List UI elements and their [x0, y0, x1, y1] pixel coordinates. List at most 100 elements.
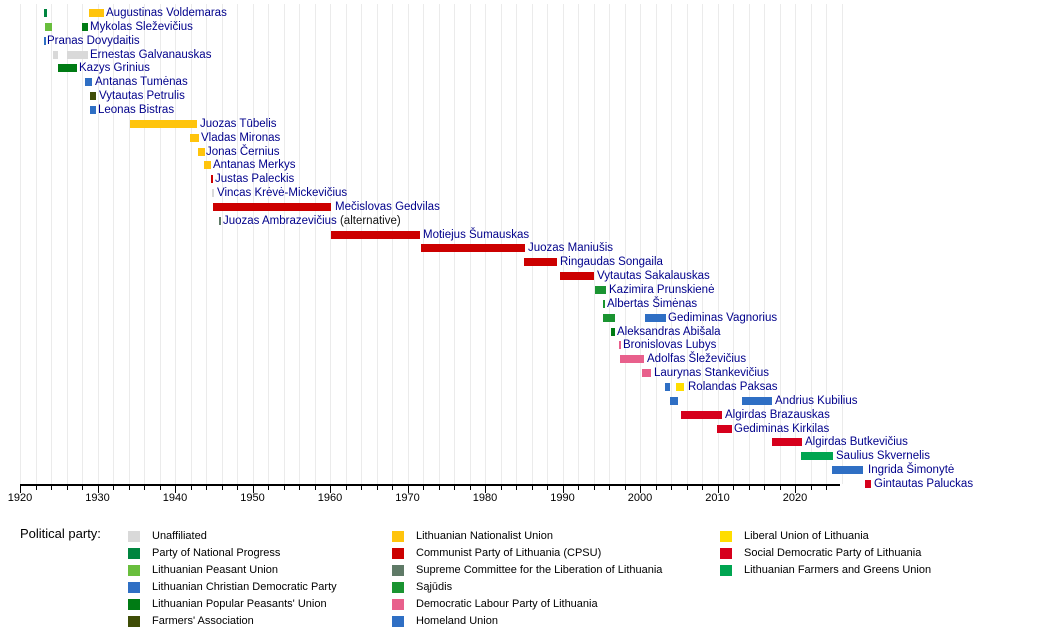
- timeline-row[interactable]: Pranas Dovydaitis: [20, 34, 1030, 48]
- term-bar[interactable]: [58, 64, 77, 73]
- legend-swatch: [128, 599, 140, 610]
- term-bar[interactable]: [204, 161, 211, 170]
- timeline-row[interactable]: Mykolas Sleževičius: [20, 20, 1030, 34]
- term-bar[interactable]: [560, 272, 594, 281]
- term-bar[interactable]: [620, 355, 644, 364]
- term-bar[interactable]: [130, 119, 197, 128]
- timeline-row[interactable]: Juozas Ambrazevičius (alternative): [20, 214, 1030, 228]
- x-tick-label: 1930: [85, 492, 110, 504]
- timeline-row[interactable]: Motiejus Šumauskas: [20, 228, 1030, 242]
- timeline-row[interactable]: Antanas Tumėnas: [20, 75, 1030, 89]
- term-bar[interactable]: [670, 396, 678, 405]
- term-bar[interactable]: [595, 286, 606, 294]
- timeline-row[interactable]: Jonas Černius: [20, 145, 1030, 159]
- timeline-row[interactable]: Juozas Tūbelis: [20, 117, 1030, 131]
- timeline-row[interactable]: Algirdas Brazauskas: [20, 408, 1030, 422]
- term-bar[interactable]: [44, 9, 47, 17]
- term-bar[interactable]: [717, 424, 732, 433]
- term-bar[interactable]: [85, 78, 92, 87]
- term-bar[interactable]: [198, 147, 205, 156]
- term-bar[interactable]: [742, 396, 772, 405]
- term-bar[interactable]: [90, 92, 96, 101]
- term-bar[interactable]: [190, 133, 199, 142]
- person-name: Antanas Tumėnas: [95, 76, 188, 89]
- legend-label: Lithuanian Nationalist Union: [416, 530, 553, 542]
- timeline-row[interactable]: Albertas Šimėnas: [20, 297, 1030, 311]
- person-name: Pranas Dovydaitis: [47, 34, 140, 47]
- term-bar[interactable]: [603, 313, 615, 322]
- x-tick-minor: [283, 485, 285, 490]
- timeline-row[interactable]: Augustinas Voldemaras: [20, 6, 1030, 20]
- timeline-row[interactable]: Justas Paleckis: [20, 172, 1030, 186]
- term-bar[interactable]: [832, 466, 863, 475]
- term-bar[interactable]: [45, 22, 52, 31]
- legend-label: Lithuanian Christian Democratic Party: [152, 581, 337, 593]
- timeline-row[interactable]: Antanas Merkys: [20, 158, 1030, 172]
- term-bar[interactable]: [67, 50, 88, 59]
- timeline-row[interactable]: Kazys Grinius: [20, 61, 1030, 75]
- term-bar[interactable]: [90, 105, 96, 114]
- timeline-row[interactable]: Bronislovas Lubys: [20, 338, 1030, 352]
- gridline: [624, 4, 626, 484]
- term-bar[interactable]: [772, 438, 802, 447]
- timeline-row[interactable]: Vladas Mironas: [20, 131, 1030, 145]
- term-bar[interactable]: [219, 216, 221, 225]
- term-bar[interactable]: [676, 382, 684, 391]
- term-bar[interactable]: [212, 189, 214, 198]
- term-bar[interactable]: [665, 382, 670, 391]
- timeline-row[interactable]: Saulius Skvernelis: [20, 449, 1030, 463]
- timeline-row[interactable]: Andrius Kubilius: [20, 394, 1030, 408]
- term-bar[interactable]: [53, 50, 58, 59]
- timeline-row[interactable]: Ingrida Šimonytė: [20, 463, 1030, 477]
- term-bar[interactable]: [44, 36, 46, 45]
- timeline-row[interactable]: Vytautas Sakalauskas: [20, 269, 1030, 283]
- timeline-row[interactable]: Aleksandras Abišala: [20, 325, 1030, 339]
- timeline-row[interactable]: Gediminas Kirkilas: [20, 422, 1030, 436]
- timeline-row[interactable]: Laurynas Stankevičius: [20, 366, 1030, 380]
- x-tick-label: 2010: [705, 492, 730, 504]
- term-bar[interactable]: [213, 202, 331, 211]
- term-bar[interactable]: [524, 258, 557, 267]
- row-label: Juozas Maniušis: [528, 241, 613, 255]
- timeline-row[interactable]: Leonas Bistras: [20, 103, 1030, 117]
- timeline-row[interactable]: Gediminas Vagnorius: [20, 311, 1030, 325]
- person-name: Laurynas Stankevičius: [654, 367, 770, 380]
- timeline-row[interactable]: Ringaudas Songaila: [20, 255, 1030, 269]
- timeline-row[interactable]: Vytautas Petrulis: [20, 89, 1030, 103]
- legend-label: Social Democratic Party of Lithuania: [744, 547, 922, 559]
- term-bar[interactable]: [801, 452, 833, 461]
- term-bar[interactable]: [82, 22, 88, 31]
- term-bar[interactable]: [619, 341, 621, 350]
- term-bar[interactable]: [642, 369, 651, 378]
- term-bar[interactable]: [421, 244, 525, 253]
- gridline: [562, 4, 564, 484]
- timeline-row[interactable]: Vincas Krėvė-Mickevičius: [20, 186, 1030, 200]
- person-name: Andrius Kubilius: [775, 394, 858, 407]
- timeline-row[interactable]: Rolandas Paksas: [20, 380, 1030, 394]
- x-tick-minor: [423, 485, 424, 490]
- timeline-row[interactable]: Juozas Maniušis: [20, 241, 1030, 255]
- gridline: [733, 4, 734, 484]
- timeline-row[interactable]: Adolfas Šleževičius: [20, 352, 1030, 366]
- timeline-row[interactable]: Mečislovas Gedvilas: [20, 200, 1030, 214]
- timeline-row[interactable]: Gintautas Paluckas: [20, 477, 1030, 491]
- x-tick-minor: [764, 485, 765, 490]
- term-bar[interactable]: [645, 313, 666, 322]
- row-label: Gediminas Vagnorius: [668, 311, 777, 325]
- term-bar[interactable]: [331, 230, 420, 239]
- gridline: [826, 4, 827, 484]
- term-bar[interactable]: [603, 299, 605, 308]
- x-tick-minor: [51, 485, 52, 490]
- term-bar[interactable]: [865, 479, 871, 488]
- row-label: Albertas Šimėnas: [607, 297, 697, 311]
- term-bar[interactable]: [611, 327, 615, 336]
- person-name: Vytautas Petrulis: [99, 90, 185, 103]
- term-bar[interactable]: [681, 410, 722, 419]
- term-bar[interactable]: [211, 175, 213, 184]
- timeline-row[interactable]: Ernestas Galvanauskas: [20, 48, 1030, 62]
- legend-swatch: [128, 548, 140, 559]
- timeline-row[interactable]: Kazimira Prunskienė: [20, 283, 1030, 297]
- timeline-row[interactable]: Algirdas Butkevičius: [20, 435, 1030, 449]
- gridline: [795, 4, 796, 484]
- term-bar[interactable]: [89, 9, 104, 17]
